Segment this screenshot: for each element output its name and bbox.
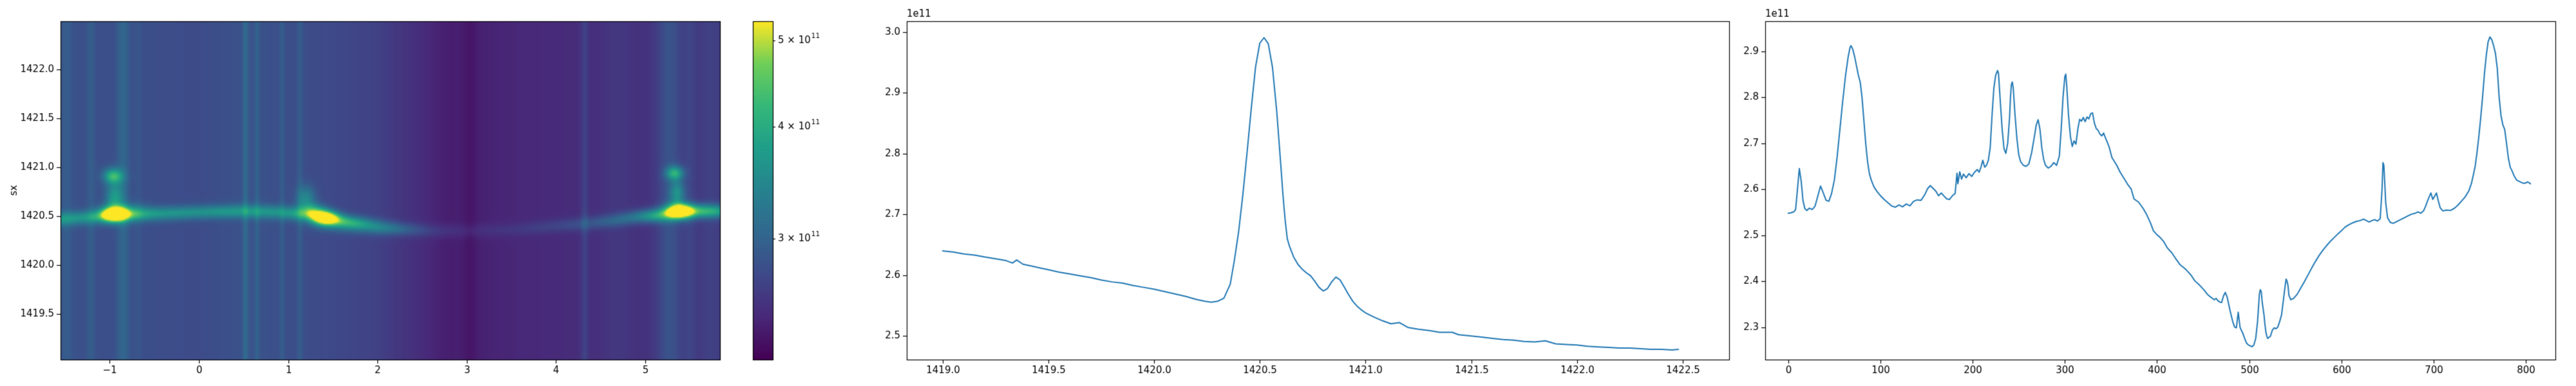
figure-canvas (0, 0, 2576, 386)
matplotlib-figure (0, 0, 2576, 386)
